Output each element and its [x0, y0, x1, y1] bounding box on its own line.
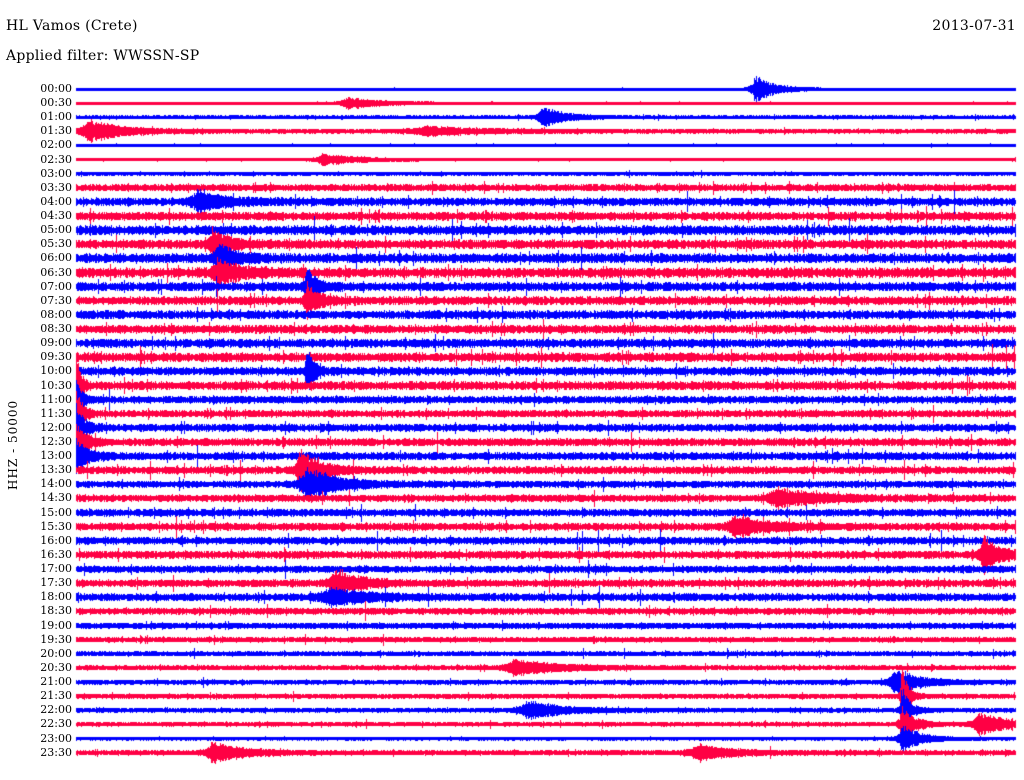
time-tick-label: 17:00 [40, 562, 72, 576]
time-tick-label: 03:00 [40, 166, 72, 180]
time-tick-label: 15:00 [40, 505, 72, 519]
time-tick-label: 00:00 [40, 82, 72, 95]
time-tick-label: 16:00 [40, 533, 72, 547]
time-tick-label: 11:00 [40, 392, 72, 406]
time-tick-label: 05:00 [40, 223, 72, 237]
time-tick-label: 18:30 [40, 604, 72, 618]
time-tick-label: 19:00 [40, 618, 72, 632]
record-date: 2013-07-31 [932, 18, 1016, 34]
time-tick-label: 18:00 [40, 590, 72, 604]
time-tick-label: 00:30 [40, 96, 72, 110]
time-tick-label: 16:30 [40, 547, 72, 561]
time-tick-label: 04:00 [40, 194, 72, 208]
time-tick-label: 04:30 [40, 209, 72, 223]
time-tick-label: 02:00 [40, 138, 72, 152]
time-tick-label: 02:30 [40, 152, 72, 166]
time-tick-label: 07:00 [40, 279, 72, 293]
time-tick-label: 14:30 [40, 491, 72, 505]
time-tick-label: 23:30 [40, 745, 72, 759]
time-tick-label: 19:30 [40, 632, 72, 646]
time-tick-label: 12:00 [40, 420, 72, 434]
time-tick-label: 07:30 [40, 293, 72, 307]
time-tick-label: 23:00 [40, 731, 72, 745]
time-tick-label: 22:00 [40, 703, 72, 717]
time-axis-ticks: 00:00 00:30 01:00 01:30 02:00 02:30 03:00 03:30… [24, 0, 72, 780]
time-tick-label: 09:00 [40, 336, 72, 350]
time-tick-label: 21:00 [40, 675, 72, 689]
time-tick-label: 12:30 [40, 435, 72, 448]
time-tick-label: 09:30 [40, 350, 72, 364]
time-tick-label: 14:00 [40, 477, 72, 491]
time-tick-label: 08:00 [40, 307, 72, 321]
time-tick-label: 13:30 [40, 463, 72, 477]
time-tick-label: 01:00 [40, 110, 72, 124]
time-tick-label: 15:30 [40, 519, 72, 533]
time-tick-label: 10:00 [40, 364, 72, 378]
time-tick-label: 06:30 [40, 265, 72, 279]
time-tick-label: 22:30 [40, 717, 72, 731]
time-tick-label: 20:00 [40, 646, 72, 660]
time-tick-label: 01:30 [40, 124, 72, 138]
time-tick-label: 06:00 [40, 251, 72, 265]
time-tick-label: 11:30 [40, 406, 72, 420]
time-tick-label: 10:30 [40, 378, 72, 392]
time-tick-label: 08:30 [40, 322, 72, 336]
time-tick-label: 05:30 [40, 237, 72, 251]
time-tick-label: 20:30 [40, 660, 72, 674]
time-tick-label: 21:30 [40, 689, 72, 703]
time-tick-label: 17:30 [40, 576, 72, 590]
time-tick-label: 03:30 [40, 180, 72, 194]
time-tick-label: 13:00 [40, 449, 72, 463]
